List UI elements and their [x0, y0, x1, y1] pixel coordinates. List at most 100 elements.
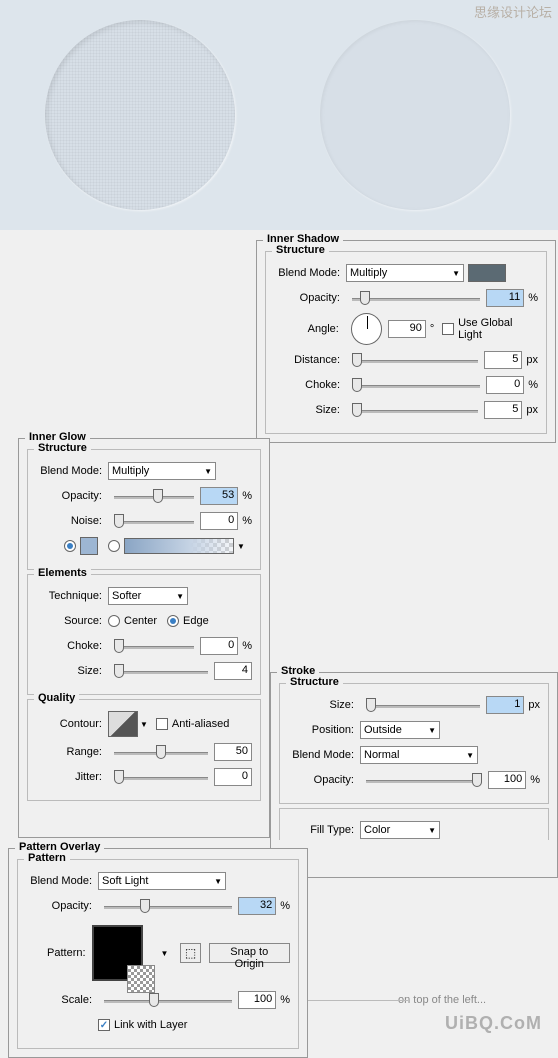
contour-picker[interactable] [108, 711, 138, 737]
size-value[interactable]: 1 [486, 696, 524, 714]
technique-select[interactable]: Softer▼ [108, 587, 188, 605]
gradient-radio[interactable] [108, 540, 120, 552]
left-circle [45, 20, 235, 210]
right-circle [320, 20, 510, 210]
px-unit2: px [526, 404, 538, 416]
aa-label: Anti-aliased [172, 718, 229, 730]
jitter-label: Jitter: [36, 771, 102, 783]
choke-slider[interactable] [352, 378, 480, 392]
pct: % [280, 900, 290, 912]
size-label: Size: [288, 699, 354, 711]
opacity-value[interactable]: 11 [486, 289, 524, 307]
choke-value[interactable]: 0 [486, 376, 524, 394]
color-swatch[interactable] [468, 264, 506, 282]
source-label: Source: [36, 615, 102, 627]
pct-unit: % [528, 292, 538, 304]
global-light-check[interactable] [442, 323, 454, 335]
noise-value[interactable]: 0 [200, 512, 238, 530]
choke-label: Choke: [36, 640, 102, 652]
stroke-structure: Structure Size: 1 px Position: Outside▼ … [279, 683, 549, 804]
choke-slider[interactable] [114, 639, 194, 653]
range-value[interactable]: 50 [214, 743, 252, 761]
size-slider[interactable] [366, 698, 480, 712]
edge-radio[interactable] [167, 615, 179, 627]
opacity-slider[interactable] [104, 899, 232, 913]
ig-structure: Structure Blend Mode: Multiply▼ Opacity:… [27, 449, 261, 570]
angle-value[interactable]: 90 [388, 320, 425, 338]
distance-label: Distance: [274, 354, 340, 366]
opacity-slider[interactable] [366, 773, 482, 787]
distance-value[interactable]: 5 [484, 351, 522, 369]
inner-shadow-panel: Inner Shadow Structure Blend Mode: Multi… [256, 240, 556, 443]
jitter-value[interactable]: 0 [214, 768, 252, 786]
pct2: % [280, 994, 290, 1006]
gradient-swatch[interactable] [124, 538, 234, 554]
size-slider[interactable] [352, 403, 478, 417]
angle-dial[interactable] [351, 313, 382, 345]
edge-label: Edge [183, 615, 209, 627]
px: px [528, 699, 540, 711]
structure-label: Structure [286, 676, 343, 688]
choke-label: Choke: [274, 379, 340, 391]
pct-unit2: % [528, 379, 538, 391]
deg-unit: ° [430, 323, 434, 335]
blend-mode-label: Blend Mode: [288, 749, 354, 761]
opacity-label: Opacity: [36, 490, 102, 502]
pattern-overlay-panel: Pattern Overlay Pattern Blend Mode: Soft… [8, 848, 308, 1058]
ig-quality: Quality Contour: ▼ Anti-aliased Range: 5… [27, 699, 261, 801]
watermark-bottom: UiBQ.CoM [445, 1013, 542, 1034]
noise-label: Noise: [36, 515, 102, 527]
size-value[interactable]: 4 [214, 662, 252, 680]
blend-mode-select[interactable]: Soft Light▼ [98, 872, 226, 890]
pct: % [530, 774, 540, 786]
position-label: Position: [288, 724, 354, 736]
aa-check[interactable] [156, 718, 168, 730]
range-slider[interactable] [114, 745, 208, 759]
ig-elements: Elements Technique: Softer▼ Source: Cent… [27, 574, 261, 695]
pattern-group-label: Pattern [24, 852, 70, 864]
preview-area: 思缘设计论坛 [0, 0, 558, 230]
scale-value[interactable]: 100 [238, 991, 276, 1009]
pattern-swatch[interactable] [92, 925, 143, 981]
opacity-value[interactable]: 100 [488, 771, 526, 789]
blend-mode-label: Blend Mode: [36, 465, 102, 477]
stroke-fill: Fill Type: Color▼ [279, 808, 549, 840]
filltype-select[interactable]: Color▼ [360, 821, 440, 839]
center-radio[interactable] [108, 615, 120, 627]
snap-button[interactable]: Snap to Origin [209, 943, 290, 963]
pct: % [242, 490, 252, 502]
size-label: Size: [274, 404, 340, 416]
choke-value[interactable]: 0 [200, 637, 238, 655]
opacity-value[interactable]: 53 [200, 487, 238, 505]
size-value[interactable]: 5 [484, 401, 522, 419]
distance-slider[interactable] [352, 353, 478, 367]
blend-mode-select[interactable]: Multiply▼ [346, 264, 464, 282]
pattern-group: Pattern Blend Mode: Soft Light▼ Opacity:… [17, 859, 299, 1049]
scale-slider[interactable] [104, 993, 232, 1007]
position-select[interactable]: Outside▼ [360, 721, 440, 739]
watermark-top: 思缘设计论坛 [474, 2, 552, 21]
opacity-slider[interactable] [352, 291, 480, 305]
jitter-slider[interactable] [114, 770, 208, 784]
new-preset-button[interactable]: ⬚ [180, 943, 200, 963]
angle-label: Angle: [274, 323, 339, 335]
pct2: % [242, 515, 252, 527]
noise-slider[interactable] [114, 514, 194, 528]
size-slider[interactable] [114, 664, 208, 678]
opacity-value[interactable]: 32 [238, 897, 276, 915]
filltype-label: Fill Type: [288, 824, 354, 836]
inner-shadow-structure: Structure Blend Mode: Multiply▼ Opacity:… [265, 251, 547, 434]
opacity-slider[interactable] [114, 489, 194, 503]
link-check[interactable] [98, 1019, 110, 1031]
gradient-arrow[interactable]: ▼ [237, 542, 245, 551]
blend-mode-select[interactable]: Multiply▼ [108, 462, 216, 480]
solid-radio[interactable] [64, 540, 76, 552]
structure-label: Structure [272, 244, 329, 256]
px-unit: px [526, 354, 538, 366]
quality-label: Quality [34, 692, 79, 704]
stroke-panel: Stroke Structure Size: 1 px Position: Ou… [270, 672, 558, 878]
technique-label: Technique: [36, 590, 102, 602]
solid-color[interactable] [80, 537, 98, 555]
blend-mode-select[interactable]: Normal▼ [360, 746, 478, 764]
center-label: Center [124, 615, 157, 627]
